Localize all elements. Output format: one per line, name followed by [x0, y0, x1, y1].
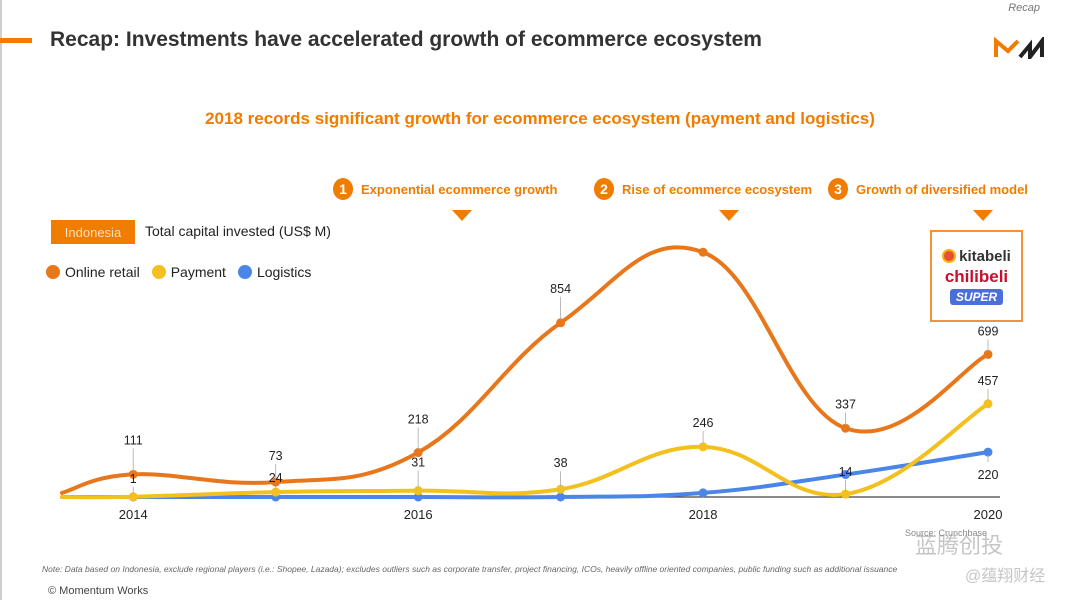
chart-subtitle: 2018 records significant growth for ecom… — [205, 109, 875, 128]
down-triangle-icon — [719, 210, 739, 221]
left-border — [0, 0, 2, 600]
phase-2: 2 Rise of ecommerce ecosystem — [594, 178, 812, 200]
data-point — [556, 484, 566, 494]
watermark: @蕴翔财经 — [965, 568, 1046, 585]
phase-1: 1 Exponential ecommerce growth — [333, 178, 558, 200]
chart-legend: Online retail Payment Logistics — [46, 264, 311, 280]
phase-label: Growth of diversified model — [856, 181, 1028, 197]
legend-label: Payment — [170, 264, 226, 280]
data-point — [698, 247, 708, 257]
data-point — [983, 399, 993, 409]
title-accent-bar — [0, 38, 32, 43]
x-tick-label: 2014 — [119, 507, 148, 522]
data-point — [556, 492, 566, 502]
metric-label: Total capital invested (US$ M) — [145, 223, 331, 239]
data-label: 14 — [839, 465, 853, 479]
data-point — [128, 469, 138, 479]
series-line-online-retail — [60, 245, 990, 495]
data-label: 337 — [835, 397, 856, 411]
phase-label: Exponential ecommerce growth — [361, 181, 558, 197]
legend-item-online-retail: Online retail — [46, 264, 140, 280]
phase-3: 3 Growth of diversified model — [828, 178, 1028, 200]
kitabeli-logo: kitabeli — [942, 248, 1011, 265]
legend-item-payment: Payment — [151, 264, 226, 280]
x-tick-label: 2020 — [974, 507, 1003, 522]
phase-number-icon: 1 — [333, 178, 353, 200]
watermark: 蓝腾创投 — [915, 533, 1004, 558]
data-point — [413, 492, 423, 502]
legend-dot-icon — [151, 265, 166, 279]
data-point — [413, 486, 423, 496]
data-point — [983, 447, 993, 457]
section-tag: Recap — [1008, 2, 1040, 14]
data-point — [271, 477, 281, 487]
data-point — [128, 492, 138, 502]
phase-label: Rise of ecommerce ecosystem — [622, 181, 813, 197]
data-point — [413, 448, 423, 458]
data-point — [556, 318, 566, 328]
legend-item-logistics: Logistics — [237, 264, 312, 280]
data-point — [698, 488, 708, 498]
kitabeli-icon — [942, 249, 957, 263]
down-triangle-icon — [973, 210, 993, 221]
footnote: Note: Data based on Indonesia, exclude r… — [42, 564, 898, 574]
data-label: 854 — [550, 282, 571, 296]
data-point — [271, 487, 281, 497]
data-label: 699 — [978, 324, 999, 338]
chilibeli-logo: chilibeli — [944, 266, 1009, 286]
brand-logos-box: kitabeli chilibeli SUPER — [930, 230, 1023, 322]
legend-label: Logistics — [256, 264, 312, 280]
data-point — [698, 442, 708, 452]
data-point — [841, 470, 851, 480]
legend-dot-icon — [46, 265, 60, 279]
page-title: Recap: Investments have accelerated grow… — [50, 28, 762, 51]
data-label: 31 — [411, 456, 425, 470]
momentum-works-logo — [994, 37, 1044, 59]
data-label: 220 — [978, 468, 999, 482]
data-point — [841, 489, 851, 499]
data-label: 73 — [269, 449, 283, 463]
down-triangle-icon — [452, 210, 472, 221]
copyright: © Momentum Works — [48, 585, 149, 597]
kitabeli-text: kitabeli — [959, 247, 1011, 265]
phase-number-icon: 2 — [594, 178, 614, 200]
country-badge: Indonesia — [51, 220, 135, 244]
legend-dot-icon — [237, 265, 252, 279]
data-point — [841, 423, 851, 433]
series-line-payment — [60, 401, 990, 500]
data-label: 38 — [554, 456, 568, 470]
super-logo: SUPER — [949, 288, 1004, 305]
data-label: 24 — [269, 471, 283, 485]
source-note: Source: Crunchbase — [905, 528, 988, 538]
data-label: 218 — [408, 413, 429, 427]
x-tick-label: 2018 — [689, 507, 718, 522]
data-point — [983, 349, 993, 359]
data-label: 111 — [124, 433, 143, 447]
x-tick-label: 2016 — [404, 507, 433, 522]
phase-number-icon: 3 — [828, 178, 848, 200]
data-label: 457 — [978, 374, 999, 388]
legend-label: Online retail — [65, 264, 140, 280]
data-label: 246 — [693, 416, 714, 430]
data-label: 1 — [130, 472, 137, 486]
